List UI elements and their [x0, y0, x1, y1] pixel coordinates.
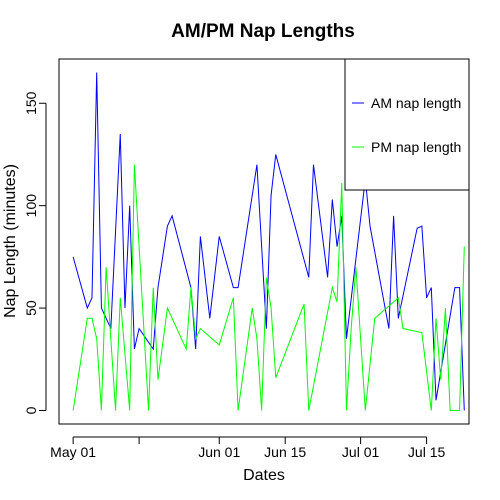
legend: AM nap length PM nap length — [344, 58, 470, 191]
x-tick-label-jun-15: Jun 15 — [264, 444, 306, 460]
y-tick-label-0: 0 — [23, 406, 39, 414]
legend-label-am: AM nap length — [371, 95, 461, 111]
series-line-pm-nap-length — [72, 164, 465, 411]
y-tick-label-150: 150 — [23, 91, 39, 115]
chart-title: AM/PM Nap Lengths — [171, 21, 355, 42]
x-axis-label: Dates — [243, 467, 285, 484]
x-tick-label-jun-01: Jun 01 — [198, 444, 240, 460]
y-tick-label-100: 100 — [23, 194, 39, 218]
plot-frame — [58, 58, 470, 425]
series-line-am-nap-length — [72, 72, 465, 411]
x-axis: May 01 Jun 01 Jun 15 Jul 01 Jul 15 — [50, 436, 446, 460]
x-tick-label-may-01: May 01 — [50, 444, 96, 460]
legend-label-pm: PM nap length — [371, 139, 461, 155]
x-tick-label-jul-01: Jul 01 — [342, 444, 380, 460]
x-tick-label-jul-15: Jul 15 — [408, 444, 446, 460]
series-layer — [72, 72, 465, 411]
y-axis: 0 50 100 150 — [23, 91, 47, 414]
legend-box — [344, 58, 470, 191]
y-tick-label-50: 50 — [23, 300, 39, 316]
y-axis-label: Nap Length (minutes) — [2, 164, 19, 318]
